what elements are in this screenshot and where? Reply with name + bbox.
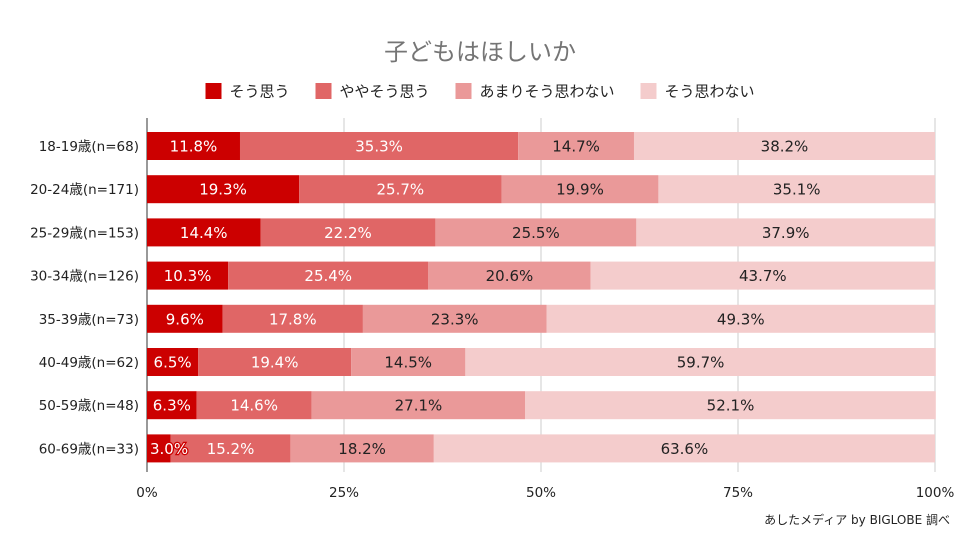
bar-segment — [525, 391, 936, 420]
bar-segment — [147, 348, 199, 376]
legend-label: あまりそう思わない — [480, 83, 615, 101]
bar-segment — [147, 132, 240, 160]
bar-segment — [465, 348, 936, 376]
data-label: 52.1% — [707, 397, 755, 415]
data-label: 6.5% — [154, 354, 192, 372]
category-label: 25-29歳(n=153) — [30, 225, 139, 241]
data-label: 35.1% — [773, 181, 821, 199]
data-label: 59.7% — [677, 354, 725, 372]
bar-segment — [299, 175, 502, 204]
bar-segment — [147, 391, 197, 420]
category-labels: 18-19歳(n=68) 20-24歳(n=171) 25-29歳(n=153) 30… — [30, 139, 139, 457]
data-label: 35.3% — [355, 138, 403, 156]
data-label: 25.7% — [377, 181, 425, 199]
bar-segment — [290, 434, 434, 463]
bar-segment — [636, 218, 935, 247]
bar-segment — [362, 304, 547, 333]
category-label: 50-59歳(n=48) — [39, 398, 139, 414]
legend-label: そう思う — [230, 83, 290, 101]
data-labels: 11.8% 35.3% 14.7% 38.2% 19.3% 25.7% 19.9% 35.1%… — [149, 138, 821, 460]
bar-segment — [228, 261, 429, 290]
data-label: 22.2% — [324, 224, 372, 242]
data-label: 49.3% — [717, 310, 765, 328]
bar-segment — [147, 304, 223, 333]
bar-segment — [590, 261, 935, 290]
x-tick-label: 75% — [723, 485, 753, 501]
legend-label: ややそう思う — [340, 83, 430, 101]
bar-segment — [198, 348, 352, 376]
bar-segment — [260, 218, 436, 247]
bar-segment — [239, 132, 519, 160]
bar-segment — [433, 434, 935, 463]
legend: そう思う ややそう思う あまりそう思わない そう思わない — [205, 83, 755, 101]
data-label: 38.2% — [761, 138, 809, 156]
legend-swatch — [455, 83, 472, 99]
data-label: 17.8% — [269, 310, 317, 328]
data-label: 10.3% — [164, 267, 212, 285]
bar-segment — [546, 304, 935, 333]
bar-segment — [633, 132, 935, 160]
data-label: 18.2% — [338, 440, 386, 458]
data-label: 25.5% — [512, 224, 560, 242]
category-label: 30-34歳(n=126) — [30, 269, 139, 285]
bar-segment — [428, 261, 591, 290]
x-tick-label: 25% — [329, 485, 359, 501]
bar-segment — [311, 391, 526, 420]
data-label: 19.3% — [199, 181, 247, 199]
category-label: 60-69歳(n=33) — [39, 441, 139, 457]
data-label: 25.4% — [304, 267, 352, 285]
bar-segment — [170, 434, 291, 463]
data-label: 11.8% — [170, 138, 218, 156]
category-label: 20-24歳(n=171) — [30, 182, 139, 198]
legend-swatch — [205, 83, 222, 99]
data-label: 3.0% — [150, 440, 188, 458]
data-label: 43.7% — [739, 267, 787, 285]
x-tick-label: 100% — [916, 485, 955, 501]
legend-swatch — [640, 83, 657, 99]
legend-swatch — [315, 83, 332, 99]
data-label: 14.4% — [180, 224, 228, 242]
bar-segment — [222, 304, 363, 333]
data-label: 63.6% — [661, 440, 709, 458]
category-label: 18-19歳(n=68) — [39, 139, 139, 155]
bar-segment — [147, 175, 300, 204]
data-label: 37.9% — [762, 224, 810, 242]
data-label: 14.7% — [552, 138, 600, 156]
bars — [147, 132, 936, 463]
bar-segment — [147, 261, 229, 290]
bar-segment — [518, 132, 634, 160]
data-label: 6.3% — [153, 397, 191, 415]
data-label: 14.6% — [230, 397, 278, 415]
data-label: 9.6% — [166, 310, 204, 328]
bar-segment — [658, 175, 935, 204]
bar-segment — [501, 175, 659, 204]
x-tick-labels: 0% 25% 50% 75% 100% — [136, 485, 954, 501]
data-label: 23.3% — [431, 310, 479, 328]
category-label: 40-49歳(n=62) — [39, 355, 139, 371]
bar-segment — [435, 218, 637, 247]
bar-segment — [147, 218, 261, 247]
data-label: 27.1% — [395, 397, 443, 415]
bar-segment — [351, 348, 466, 376]
data-label: 20.6% — [486, 267, 534, 285]
data-label: 14.5% — [384, 354, 432, 372]
bar-segment — [147, 434, 171, 463]
source-note: あしたメディア by BIGLOBE 調べ — [764, 512, 950, 527]
bar-segment — [196, 391, 312, 420]
legend-label: そう思わない — [665, 83, 755, 101]
x-tick-label: 50% — [526, 485, 556, 501]
data-label: 19.4% — [251, 354, 299, 372]
x-tick-label: 0% — [136, 485, 158, 501]
category-label: 35-39歳(n=73) — [39, 312, 139, 328]
data-label: 15.2% — [207, 440, 255, 458]
chart-title: 子どもはほしいか — [384, 38, 576, 66]
data-label: 19.9% — [556, 181, 604, 199]
